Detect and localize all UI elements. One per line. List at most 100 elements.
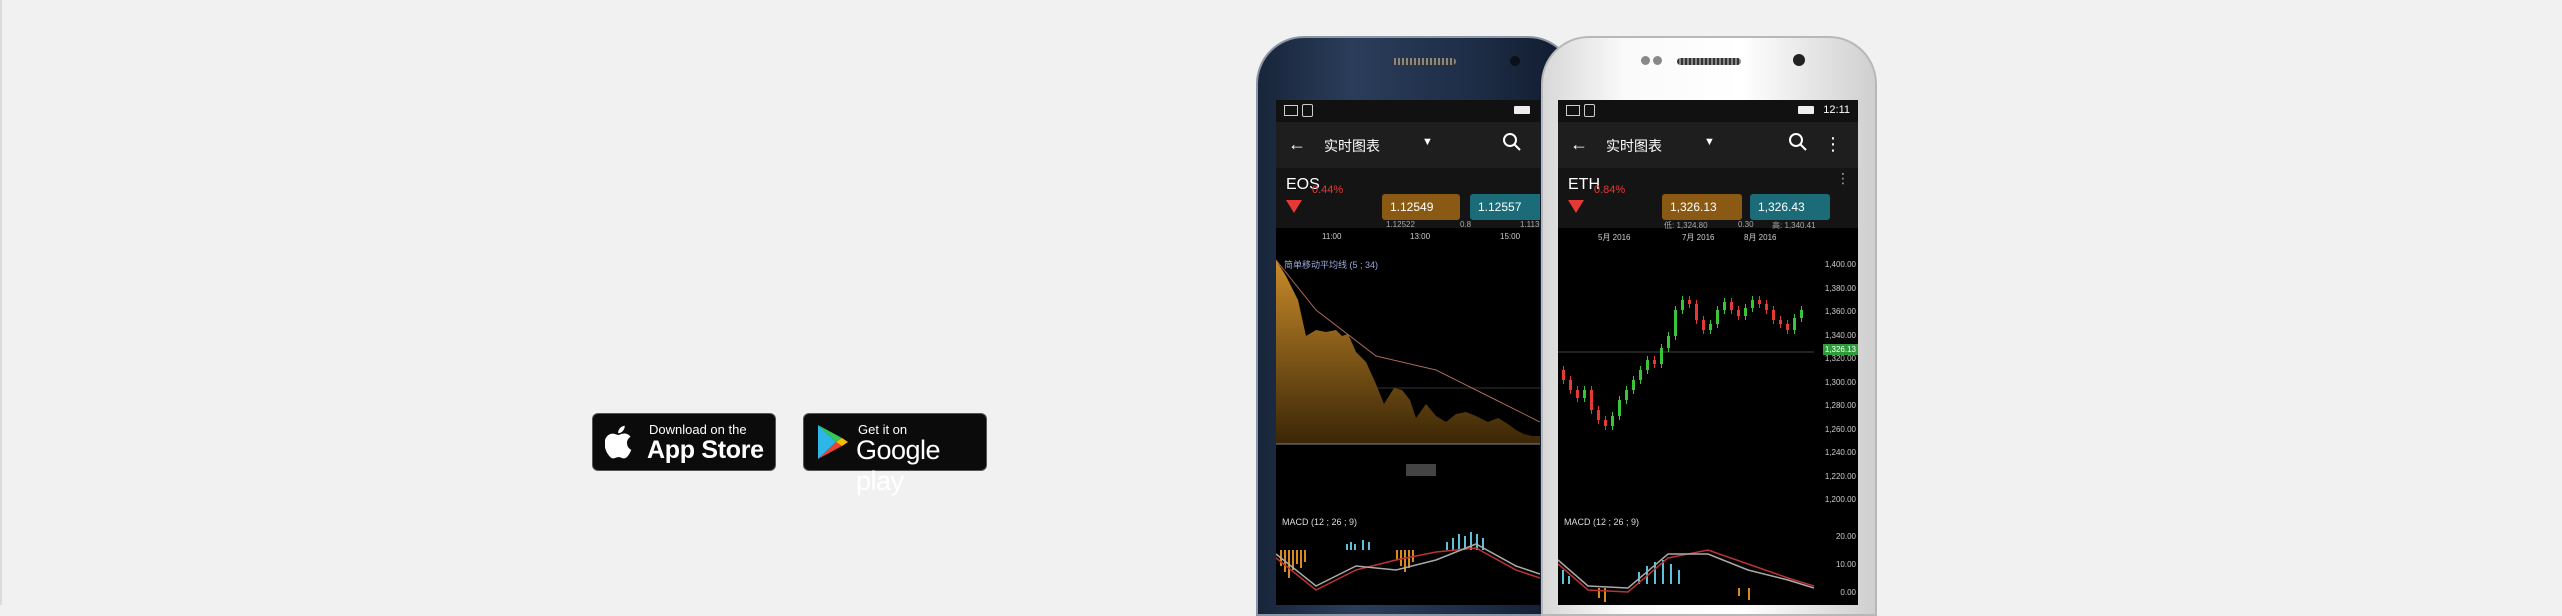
status-bar [1276, 100, 1540, 122]
high-price: 高: 1,340.41 [1772, 221, 1816, 230]
candle-body [1583, 390, 1586, 398]
dropdown-caret-icon[interactable]: ▼ [1704, 136, 1715, 148]
buy-price-button[interactable]: 1,326.43 [1750, 194, 1830, 220]
candle-body [1730, 302, 1733, 310]
y-tick: 1,280.00 [1824, 401, 1856, 410]
app-bar: ← 实时图表 ▼ ⋮ [1558, 122, 1858, 168]
google-play-small-text: Get it on [858, 422, 908, 437]
candle-body [1590, 390, 1593, 410]
y-tick: 1,240.00 [1824, 448, 1856, 457]
change-percent: 0.44% [1312, 184, 1344, 196]
y-tick: 1,300.00 [1824, 377, 1856, 387]
candle-body [1695, 304, 1698, 320]
indicator-label: 简单移动平均线 (5 ; 34) [1284, 260, 1379, 270]
app-bar-title[interactable]: 实时图表 [1606, 138, 1662, 154]
app-bar: ← 实时图表 ▼ [1276, 122, 1540, 168]
time-tick: 7月 2016 [1682, 233, 1715, 242]
down-arrow-icon [1568, 200, 1584, 213]
candle-body [1744, 308, 1747, 316]
symbol-name[interactable]: ETH [1568, 176, 1600, 193]
left-edge-line [0, 0, 2, 605]
sell-price-button[interactable]: 1,326.13 [1662, 194, 1742, 220]
candle-body [1625, 390, 1628, 400]
macd-histogram [1276, 532, 1540, 591]
sell-price: 1.12549 [1390, 200, 1434, 214]
low-price: 1.12522 [1386, 220, 1415, 229]
current-price-tag: 1,326.13 [1822, 344, 1858, 355]
y-tick: 1,200.00 [1824, 495, 1856, 504]
candle-body [1597, 410, 1600, 420]
symbol-name[interactable]: EOS [1286, 176, 1320, 193]
more-vert-icon[interactable]: ⋮ [1836, 170, 1850, 186]
candle-body [1709, 324, 1712, 330]
front-camera [1510, 56, 1520, 66]
sensor-dot [1641, 56, 1650, 65]
candle-body [1688, 300, 1691, 304]
google-play-big-text: Google play [856, 435, 941, 496]
candle-body [1667, 336, 1670, 348]
spread: 0.30 [1738, 220, 1754, 229]
image-icon [1284, 105, 1298, 116]
macd-tick: 20.00 [1835, 532, 1856, 541]
y-tick: 1,260.00 [1824, 424, 1856, 434]
candle-body [1723, 302, 1726, 310]
candle-body [1632, 380, 1635, 390]
candle-body [1800, 310, 1803, 318]
buy-price: 1,326.43 [1758, 200, 1805, 214]
status-time: 12:11 [1823, 104, 1850, 116]
sell-price-button[interactable]: 1.12549 [1382, 194, 1460, 220]
image-icon [1566, 105, 1580, 116]
back-arrow-icon[interactable]: ← [1570, 134, 1588, 154]
candle-body [1702, 320, 1705, 330]
app-store-badge[interactable]: Download on the App Store [592, 413, 776, 471]
search-icon[interactable] [1502, 132, 1522, 152]
dropdown-caret-icon[interactable]: ▼ [1422, 136, 1433, 148]
search-icon[interactable] [1788, 132, 1808, 152]
down-arrow-icon [1286, 200, 1302, 213]
macd-histogram [1558, 549, 1814, 602]
macd-label: MACD (12 ; 26 ; 9) [1564, 517, 1640, 527]
more-vert-icon[interactable]: ⋮ [1824, 134, 1842, 154]
vibrate-icon [1302, 104, 1313, 117]
candle-body [1674, 310, 1677, 336]
candle-body [1786, 324, 1789, 330]
candle-body [1653, 360, 1656, 364]
candle-body [1779, 320, 1782, 324]
change-percent: 0.84% [1594, 184, 1626, 196]
front-camera [1793, 54, 1805, 66]
battery-icon [1798, 106, 1814, 114]
candle-body [1681, 300, 1684, 310]
y-tick: 1,360.00 [1824, 307, 1856, 316]
time-tick: 13:00 [1410, 232, 1431, 241]
candle-body [1646, 360, 1649, 370]
candle-body [1611, 416, 1614, 426]
phone-right-screen: 12:11 ← 实时图表 ▼ ⋮ ETH 0.84% ⋮ 1,326.13 1,… [1558, 100, 1858, 605]
symbol-row: EOS 0.44% 1.12549 1.12557 1.12522 0.8 1.… [1276, 168, 1540, 229]
candle-body [1751, 300, 1754, 308]
time-tick: 15:00 [1500, 232, 1521, 241]
macd-tick: 10.00 [1835, 560, 1856, 569]
candle-body [1618, 400, 1621, 416]
app-bar-title[interactable]: 实时图表 [1324, 138, 1380, 154]
back-arrow-icon[interactable]: ← [1288, 134, 1306, 154]
spread: 0.8 [1460, 220, 1472, 229]
candle-body [1765, 304, 1768, 310]
candle-body [1569, 380, 1572, 390]
candle-body [1562, 370, 1565, 380]
google-play-badge[interactable]: Get it on Google play [803, 413, 987, 496]
y-tick: 1,400.00 [1824, 260, 1856, 269]
candle-body [1737, 310, 1740, 316]
candle-body [1793, 318, 1796, 330]
y-tick: 1,220.00 [1824, 471, 1856, 481]
speaker-grille [1392, 58, 1456, 65]
candle-body [1772, 310, 1775, 320]
macd-tick: 0.00 [1840, 588, 1856, 597]
candle-body [1758, 300, 1761, 304]
battery-icon [1514, 106, 1530, 114]
candle-body [1604, 420, 1607, 426]
candle-body [1639, 370, 1642, 380]
symbol-row: ETH 0.84% ⋮ 1,326.13 1,326.43 低: 1,324.8… [1558, 168, 1858, 230]
buy-price-button[interactable]: 1.12557 [1470, 194, 1540, 220]
time-tick: 8月 2016 [1744, 233, 1777, 242]
